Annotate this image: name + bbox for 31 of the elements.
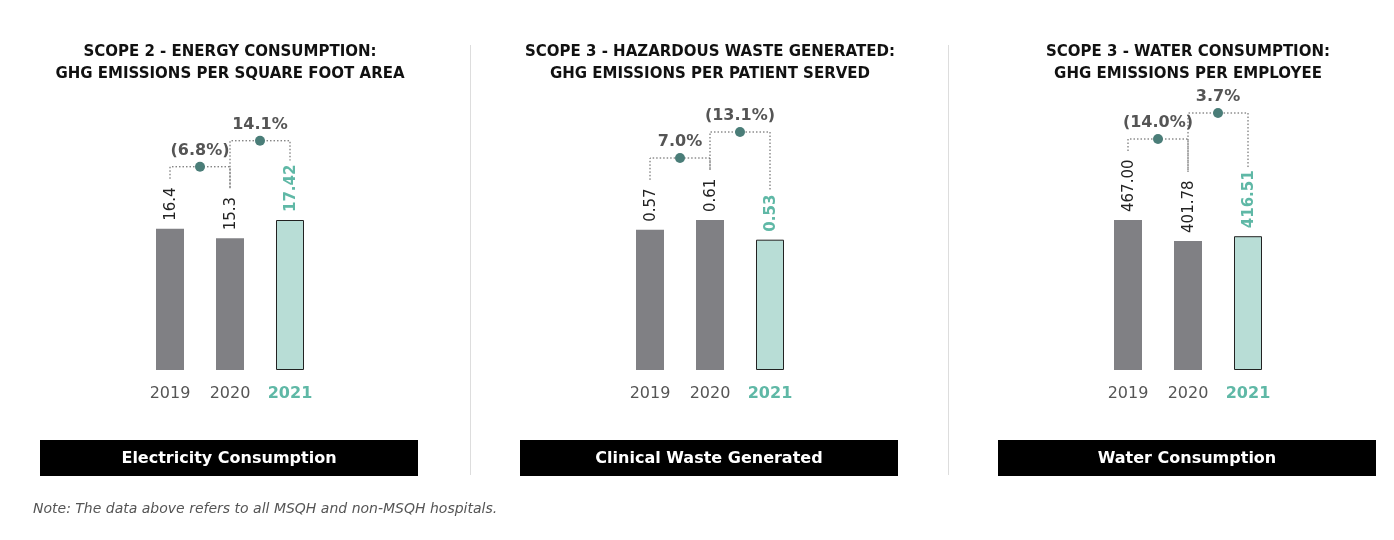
data-label: 0.57 bbox=[641, 188, 659, 222]
x-tick-label: 2020 bbox=[209, 382, 251, 402]
x-axis-title: Electricity Consumption bbox=[40, 440, 418, 476]
text: 14.1% bbox=[232, 113, 288, 133]
chart-title: SCOPE 3 - HAZARDOUS WASTE GENERATED: GHG EMISSIONS PER PATIENT SERVED bbox=[524, 41, 896, 84]
text: Note: The data above refers to all MSQH and non-MSQH hospitals. bbox=[33, 500, 498, 516]
x-tick-label: 2019 bbox=[629, 382, 671, 402]
data-label: 0.53 bbox=[761, 194, 779, 232]
data-label: 416.51 bbox=[1239, 170, 1257, 229]
text: (6.8%) bbox=[170, 139, 230, 159]
data-label: 467.00 bbox=[1119, 159, 1137, 212]
x-tick-label: 2020 bbox=[1167, 382, 1209, 402]
chart-title: SCOPE 3 - WATER CONSUMPTION: GHG EMISSIONS PER EMPLOYEE bbox=[1044, 41, 1331, 84]
data-label: 0.61 bbox=[701, 178, 719, 212]
x-tick-label: 2019 bbox=[1107, 382, 1149, 402]
x-axis-title: Water Consumption bbox=[998, 440, 1376, 476]
x-tick-label: 2020 bbox=[689, 382, 731, 402]
data-label: 16.4 bbox=[161, 187, 179, 221]
x-tick-label: 2019 bbox=[149, 382, 191, 402]
data-label: 17.42 bbox=[281, 164, 299, 212]
x-axis-title: Clinical Waste Generated bbox=[520, 440, 898, 476]
text: (13.1%) bbox=[704, 105, 776, 124]
chart-title: SCOPE 2 - ENERGY CONSUMPTION: GHG EMISSIONS PER SQUARE FOOT AREA bbox=[54, 41, 406, 84]
data-label: 401.78 bbox=[1179, 180, 1197, 233]
text: (14.0%) bbox=[1122, 112, 1194, 131]
text: 7.0% bbox=[657, 131, 703, 150]
x-tick-label: 2021 bbox=[267, 382, 313, 402]
x-tick-label: 2021 bbox=[747, 382, 793, 402]
text: 3.7% bbox=[1195, 86, 1241, 105]
data-label: 15.3 bbox=[221, 196, 239, 231]
x-tick-label: 2021 bbox=[1225, 382, 1271, 402]
